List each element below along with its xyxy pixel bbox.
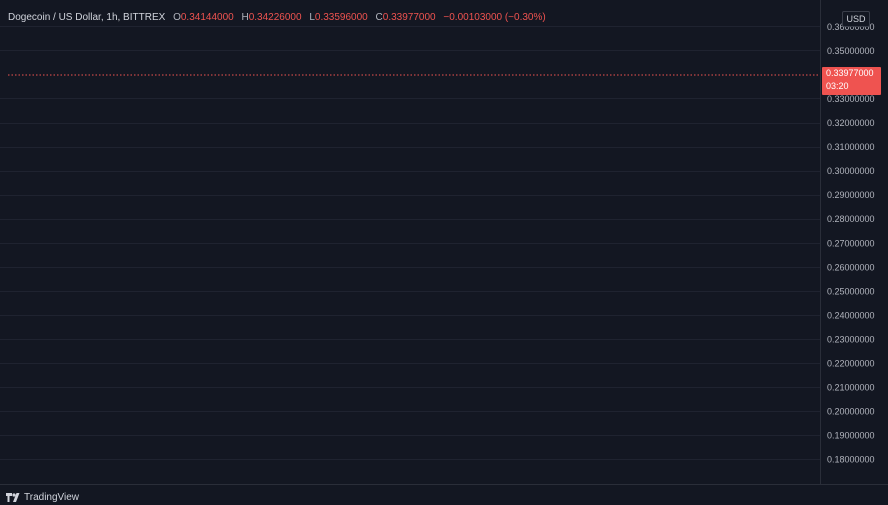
price-tick-label: 0.22000000 bbox=[827, 359, 875, 369]
low-label: L bbox=[309, 12, 315, 23]
price-tick-label: 0.19000000 bbox=[827, 431, 875, 441]
price-tick-label: 0.20000000 bbox=[827, 407, 875, 417]
price-tick-label: 0.26000000 bbox=[827, 262, 875, 272]
last-price-value: 0.33977000 bbox=[826, 68, 874, 78]
currency-button[interactable]: USD bbox=[842, 11, 870, 27]
horizontal-gridlines bbox=[0, 26, 820, 460]
high-value: 0.34226000 bbox=[248, 12, 302, 23]
open-label: O bbox=[173, 12, 181, 23]
price-tick-label: 0.25000000 bbox=[827, 286, 875, 296]
brand-name: TradingView bbox=[24, 492, 80, 503]
low-value: 0.33596000 bbox=[314, 12, 368, 23]
price-tick-label: 0.35000000 bbox=[827, 46, 875, 56]
price-tick-label: 0.31000000 bbox=[827, 142, 875, 152]
symbol-legend: Dogecoin / US Dollar, 1h, BITTREX O0.341… bbox=[8, 12, 546, 23]
price-tick-label: 0.28000000 bbox=[827, 214, 875, 224]
price-tick-label: 0.30000000 bbox=[827, 166, 875, 176]
high-label: H bbox=[241, 12, 249, 23]
price-tick-label: 0.23000000 bbox=[827, 334, 875, 344]
open-value: 0.34144000 bbox=[180, 12, 234, 23]
change-value: −0.00103000 (−0.30%) bbox=[443, 12, 546, 23]
price-tick-label: 0.18000000 bbox=[827, 455, 875, 465]
price-tick-label: 0.32000000 bbox=[827, 118, 875, 128]
symbol-title[interactable]: Dogecoin / US Dollar, 1h, BITTREX bbox=[8, 12, 166, 23]
price-tick-label: 0.33000000 bbox=[827, 94, 875, 104]
tradingview-logo-icon bbox=[6, 493, 20, 502]
tradingview-brand[interactable]: TradingView bbox=[6, 492, 79, 503]
price-tick-label: 0.27000000 bbox=[827, 238, 875, 248]
price-tick-label: 0.21000000 bbox=[827, 383, 875, 393]
price-tick-label: 0.29000000 bbox=[827, 190, 875, 200]
axes-frame bbox=[0, 0, 888, 485]
last-price-tag: 0.33977000 03:20 bbox=[822, 67, 881, 95]
close-label: C bbox=[375, 12, 383, 23]
price-tick-label: 0.24000000 bbox=[827, 310, 875, 320]
close-value: 0.33977000 bbox=[382, 12, 436, 23]
bar-countdown: 03:20 bbox=[826, 81, 849, 91]
